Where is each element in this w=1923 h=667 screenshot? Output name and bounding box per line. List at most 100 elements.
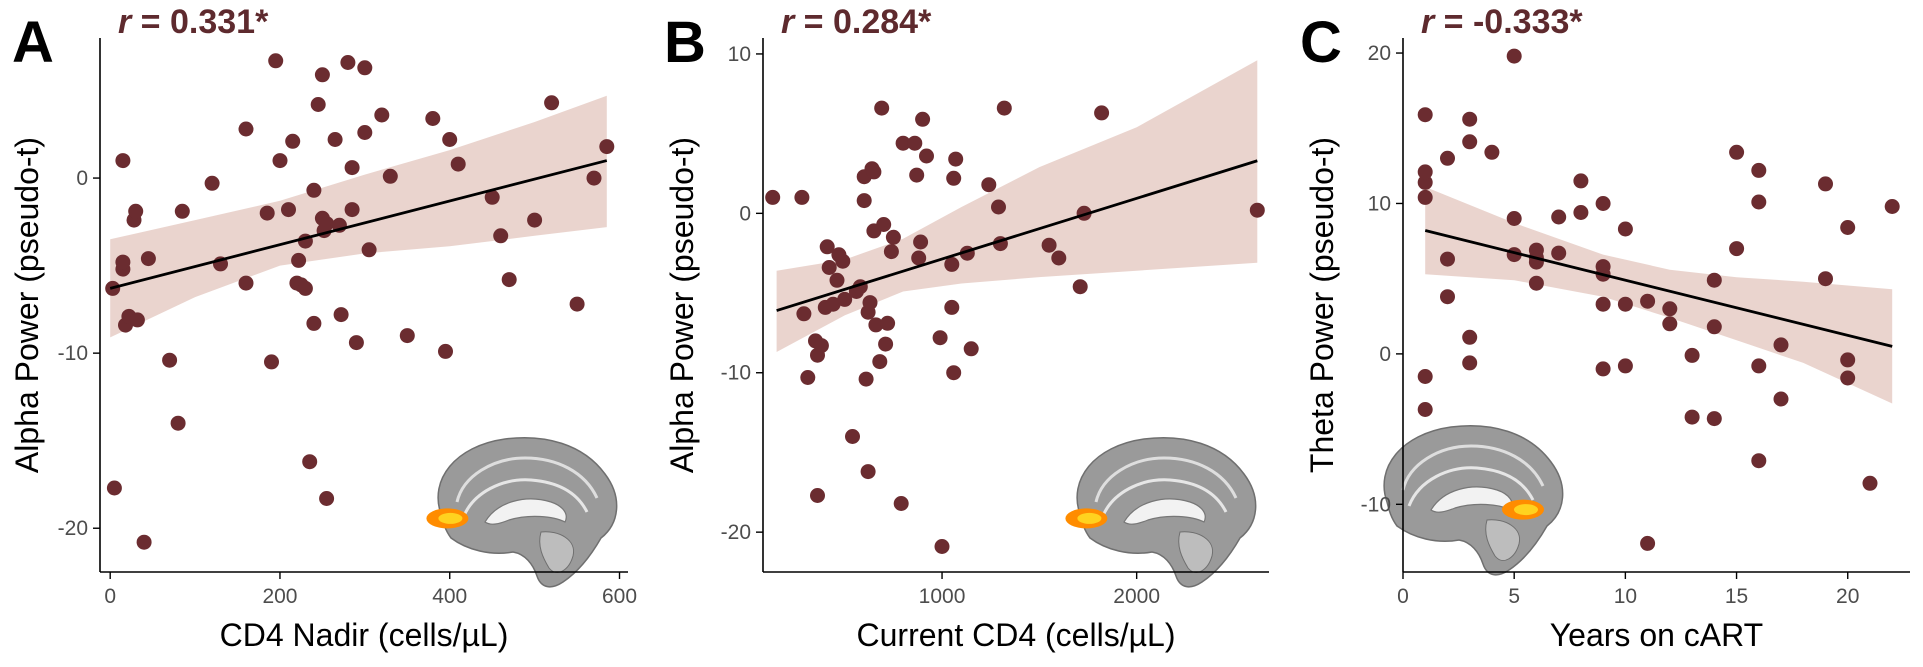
data-point <box>1662 316 1678 332</box>
data-point <box>913 234 929 250</box>
data-point <box>115 153 131 169</box>
x-tick-label: 2000 <box>1113 585 1160 608</box>
data-point <box>821 260 837 275</box>
data-point <box>1072 279 1088 295</box>
data-point <box>1417 174 1433 190</box>
x-tick-label: 0 <box>1397 585 1409 608</box>
confidence-band <box>1425 186 1893 404</box>
x-tick-label: 200 <box>262 585 297 608</box>
data-point <box>1862 475 1878 491</box>
data-point <box>1462 355 1478 371</box>
panel-letter: C <box>1300 10 1342 75</box>
panel-letter: B <box>664 10 706 75</box>
data-point <box>599 139 615 155</box>
y-tick-label: -20 <box>58 517 88 540</box>
panel-c: 0 5 10 15 20 -10 0 10 20 Years on cART Theta Power… <box>1282 0 1923 667</box>
data-point <box>1051 250 1067 266</box>
data-point <box>1462 134 1478 150</box>
data-point <box>932 330 948 346</box>
data-point <box>344 202 360 218</box>
data-point <box>911 250 927 266</box>
data-point <box>796 306 812 322</box>
data-point <box>1440 289 1455 305</box>
brain-gyrus <box>1094 456 1238 503</box>
panel-a: 0 200 400 600 -20 -10 0 CD4 Nadir (cells/µL) Alp… <box>0 0 641 667</box>
x-tick-label: 5 <box>1508 585 1520 608</box>
data-point <box>1417 369 1433 384</box>
data-point <box>1751 453 1767 469</box>
data-point <box>204 175 220 191</box>
brain-cerebellum <box>1485 519 1521 561</box>
data-point <box>813 338 829 354</box>
data-point <box>1729 144 1745 160</box>
data-point <box>1840 370 1856 386</box>
data-point <box>115 254 131 270</box>
confidence-band <box>776 60 1258 353</box>
data-point <box>948 151 964 167</box>
data-point <box>1729 241 1745 257</box>
regression-line <box>1424 229 1893 348</box>
data-point <box>569 296 585 312</box>
data-point <box>1249 202 1265 218</box>
data-point <box>835 253 851 269</box>
data-point <box>106 480 122 496</box>
data-point <box>1440 251 1455 267</box>
x-axis-title: Current CD4 (cells/µL) <box>857 617 1176 653</box>
data-point <box>1773 391 1789 407</box>
data-point <box>893 496 909 511</box>
data-point <box>450 156 466 172</box>
data-point <box>399 328 415 344</box>
data-point <box>306 182 322 198</box>
data-point <box>825 296 841 312</box>
data-point <box>1417 164 1433 180</box>
chart-a: 0 200 400 600 -20 -10 0 CD4 Nadir (cells/µL) Alp… <box>9 3 637 653</box>
brain-sagittal-slice-icon <box>1065 437 1257 588</box>
data-point <box>128 203 144 219</box>
data-point <box>527 212 543 228</box>
brain-sagittal-slice-icon <box>426 437 618 588</box>
data-point <box>1706 319 1722 335</box>
data-point <box>946 365 962 381</box>
data-point <box>297 280 313 296</box>
data-point <box>944 299 960 315</box>
data-point <box>259 205 275 221</box>
data-point <box>885 229 901 245</box>
chart-c: 0 5 10 15 20 -10 0 10 20 Years on cART Theta Power… <box>1300 3 1910 653</box>
data-point <box>238 121 254 137</box>
data-point <box>314 67 330 83</box>
data-point <box>1884 199 1900 214</box>
data-point <box>946 170 962 186</box>
data-point <box>996 100 1012 116</box>
x-axis-title: CD4 Nadir (cells/µL) <box>220 617 509 653</box>
data-point <box>868 317 884 333</box>
data-point <box>874 100 890 116</box>
data-point <box>1417 189 1433 205</box>
data-point <box>1417 402 1433 417</box>
data-point <box>1484 144 1500 160</box>
data-point <box>1684 347 1700 363</box>
data-point <box>1773 337 1789 353</box>
brain-gyrus <box>461 478 589 519</box>
data-point <box>136 534 152 550</box>
data-point <box>1595 196 1611 211</box>
data-point <box>306 315 322 331</box>
data-point <box>291 252 307 268</box>
data-point <box>170 415 186 431</box>
data-point <box>860 464 876 480</box>
data-point <box>1595 296 1611 312</box>
y-axis-title: Theta Power (pseudo-t) <box>1304 137 1340 473</box>
data-point <box>1617 221 1633 237</box>
brain-gyrus <box>1401 444 1545 491</box>
activation-blob-core <box>438 512 463 524</box>
y-axis-title: Alpha Power (pseudo-t) <box>664 137 700 473</box>
y-tick-label: 0 <box>76 167 88 190</box>
data-point <box>878 336 894 352</box>
data-point <box>382 168 398 184</box>
data-point <box>1751 162 1767 178</box>
x-tick-label: 20 <box>1836 585 1859 608</box>
y-axis-title: Alpha Power (pseudo-t) <box>9 137 45 473</box>
data-point <box>1640 293 1656 309</box>
data-point <box>438 343 453 359</box>
data-point <box>907 135 923 151</box>
brain-gyrus <box>1100 478 1228 519</box>
